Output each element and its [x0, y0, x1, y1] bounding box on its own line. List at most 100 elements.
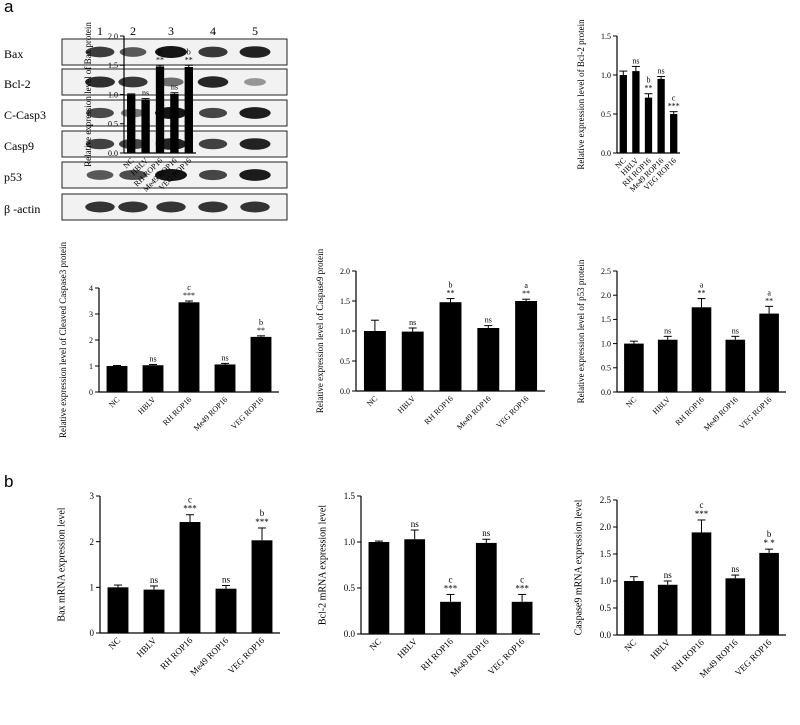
bar: [440, 601, 461, 634]
y-tick-label: 0.0: [344, 629, 356, 639]
bar: [657, 78, 665, 153]
group-letter: a: [767, 288, 771, 297]
y-tick-label: 2.0: [601, 291, 611, 300]
blot-band: [118, 201, 148, 213]
bar: [632, 71, 640, 153]
significance-label: ns: [732, 326, 739, 335]
bar: [691, 307, 712, 392]
y-tick-label: 0.0: [340, 387, 350, 396]
y-tick-label: 2.0: [600, 522, 612, 532]
blot-band: [239, 46, 271, 58]
bar: [657, 584, 678, 635]
bar: [251, 540, 273, 633]
lane-number-3: 3: [168, 24, 174, 38]
y-tick-label: 1.0: [340, 327, 350, 336]
y-tick-label: 1.0: [601, 339, 611, 348]
y-tick-label: 2.5: [601, 267, 611, 276]
x-tick-label: HBLV: [648, 637, 672, 661]
group-letter: a: [700, 281, 704, 290]
significance-label: **: [447, 289, 455, 298]
blot-band: [197, 76, 229, 88]
bar: [250, 336, 272, 392]
bar: [759, 313, 779, 392]
significance-label: ns: [731, 564, 740, 574]
blot-band: [85, 46, 115, 58]
bar: [619, 75, 627, 153]
y-axis-label: Caspase9 mRNA expression level: [574, 499, 585, 635]
y-tick-label: 3: [89, 310, 93, 319]
blot-band: [85, 76, 115, 88]
blot-band: [244, 78, 266, 86]
significance-label: **: [257, 326, 265, 335]
western-blot: 1 2 3 4 5 Bax Bcl-2 C-Casp3 Casp9 p53 β -actin: [4, 24, 288, 221]
bar: [178, 302, 200, 392]
y-axis-label: Relative expression level of Cleaved Cas…: [58, 242, 68, 438]
blot-band: [155, 169, 187, 181]
y-tick-label: 1.5: [601, 315, 611, 324]
blot-row-label: Bcl-2: [4, 77, 31, 91]
significance-label: ns: [485, 316, 492, 325]
bar: [107, 587, 129, 633]
significance-label: ***: [444, 583, 458, 593]
group-letter: a: [524, 281, 528, 290]
group-letter: b: [158, 47, 162, 56]
group-letter: c: [188, 495, 192, 505]
y-tick-label: 3: [90, 491, 95, 501]
group-letter: b: [260, 508, 265, 518]
y-tick-label: 0.5: [601, 110, 611, 119]
significance-label: ***: [695, 509, 709, 519]
significance-label: ns: [221, 353, 228, 362]
bar: [106, 366, 128, 392]
y-tick-label: 1: [90, 582, 95, 592]
blot-band: [119, 169, 147, 181]
group-letter: c: [700, 500, 704, 510]
y-tick-label: 1.5: [600, 549, 612, 559]
y-axis-label: Relative expression level of p53 protein: [576, 259, 586, 403]
significance-label: ns: [171, 83, 178, 92]
blot-band: [240, 201, 270, 213]
significance-label: ns: [482, 528, 491, 538]
significance-label: ***: [668, 102, 680, 111]
x-tick-label: VEG ROP16: [733, 637, 774, 678]
significance-label: ns: [411, 519, 420, 529]
blot-band: [85, 201, 115, 213]
bar: [670, 114, 678, 153]
bar: [142, 365, 164, 392]
blot-band: [119, 47, 147, 57]
panel-label-a: a: [4, 0, 14, 16]
blot-band: [198, 138, 228, 150]
blot-band: [158, 77, 184, 87]
y-tick-label: 2: [90, 537, 95, 547]
significance-label: ***: [255, 517, 269, 527]
group-letter: c: [520, 574, 524, 584]
group-letter: b: [187, 47, 191, 56]
y-tick-label: 1.0: [601, 71, 611, 80]
bar: [725, 578, 746, 635]
significance-label: **: [765, 296, 773, 305]
significance-label: ns: [664, 326, 671, 335]
bar: [179, 522, 201, 633]
panel-label-b: b: [4, 472, 14, 491]
bar: [141, 99, 150, 153]
blot-row-label: p53: [4, 170, 22, 184]
significance-label: **: [185, 55, 193, 64]
group-letter: b: [647, 76, 651, 85]
blot-row-label: β -actin: [4, 202, 40, 216]
lane-number-4: 4: [210, 24, 216, 38]
bar: [184, 67, 193, 153]
significance-label: ns: [664, 570, 673, 580]
group-letter: c: [187, 283, 191, 292]
significance-label: ns: [409, 318, 416, 327]
y-tick-label: 1.5: [601, 32, 611, 41]
bar: [143, 589, 165, 633]
lane-number-2: 2: [130, 24, 136, 38]
y-tick-label: 2.5: [600, 495, 612, 505]
y-tick-label: 1: [89, 362, 93, 371]
blot-row-label: Casp9: [4, 139, 34, 153]
blot-band: [198, 201, 228, 213]
y-tick-label: 1.0: [108, 90, 118, 99]
group-letter: c: [449, 574, 453, 584]
